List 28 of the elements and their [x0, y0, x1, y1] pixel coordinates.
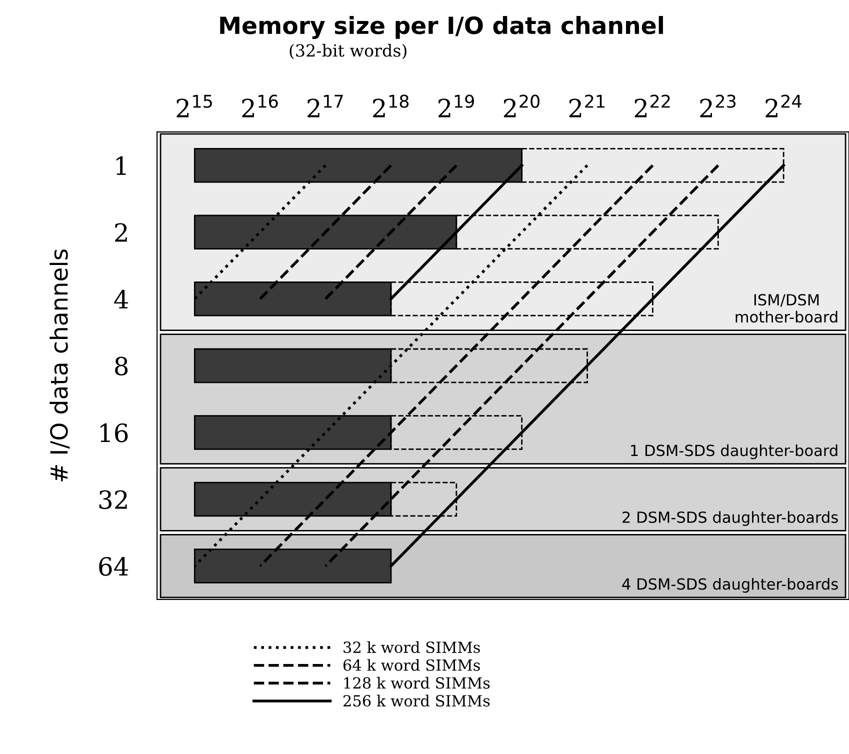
x-tick-label: 2$^{18}$	[373, 94, 409, 118]
x-tick-label: 2$^{22}$	[634, 94, 670, 118]
chart-subtitle: (32-bit words)	[290, 44, 406, 60]
y-tick-label: 64	[99, 556, 128, 576]
y-tick-label: 4	[114, 290, 128, 308]
y-tick-label: 1	[116, 156, 126, 175]
band-label: ISM/DSM mother-board	[736, 294, 838, 323]
y-axis-title: # I/O data channels	[50, 249, 70, 482]
band-label: 1 DSM-SDS daughter-board	[631, 444, 838, 460]
x-tick-label: 2$^{19}$	[438, 94, 474, 118]
x-tick-label: 2$^{24}$	[766, 94, 802, 118]
y-tick-label: 32	[99, 490, 127, 510]
legend-label: 32 k word SIMMs	[344, 641, 480, 654]
x-tick-label: 2$^{15}$	[176, 94, 212, 118]
legend-label: 128 k word SIMMs	[344, 676, 490, 689]
x-tick-label: 2$^{16}$	[242, 94, 278, 118]
x-tick-label: 2$^{20}$	[504, 94, 540, 118]
chart-title: Memory size per I/O data channel	[220, 16, 663, 40]
band-label: 4 DSM-SDS daughter-boards	[622, 578, 838, 593]
legend-label: 256 k word SIMMs	[343, 694, 490, 707]
y-tick-label: 2	[115, 223, 127, 242]
x-tick-label: 2$^{21}$	[569, 94, 604, 118]
x-tick-label: 2$^{23}$	[700, 94, 736, 118]
legend-label: 64 k word SIMMs	[343, 659, 480, 671]
y-tick-label: 8	[115, 356, 128, 376]
x-tick-label: 2$^{17}$	[308, 94, 343, 118]
band-label: 2 DSM-SDS daughter-boards	[622, 511, 838, 526]
y-tick-label: 16	[100, 423, 128, 442]
